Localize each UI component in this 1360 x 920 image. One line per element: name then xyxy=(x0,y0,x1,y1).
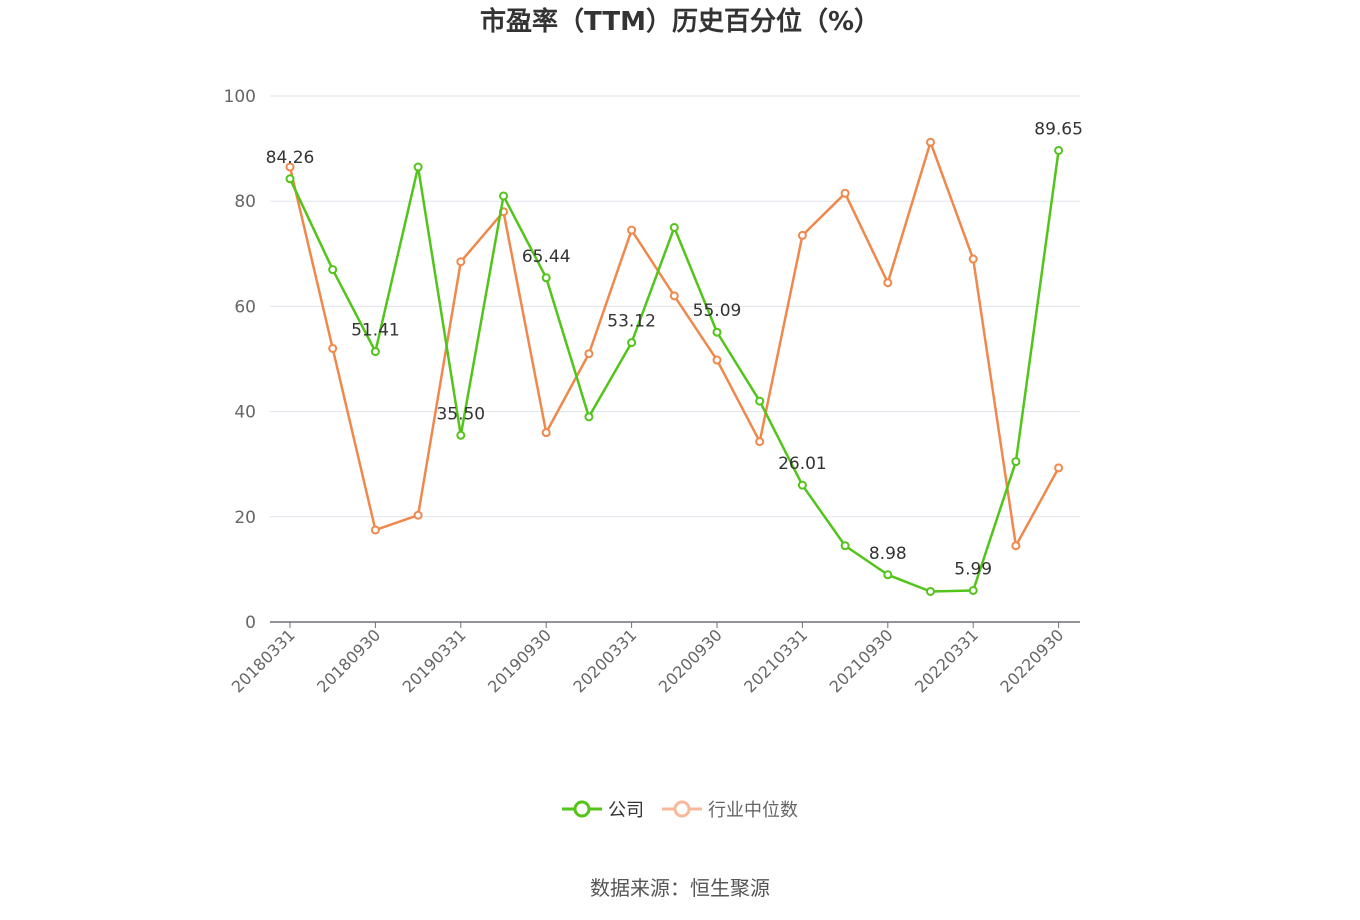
data-label: 53.12 xyxy=(607,312,656,332)
point-industry xyxy=(328,343,338,353)
data-label: 55.09 xyxy=(693,301,742,321)
series-line-company xyxy=(288,150,1060,593)
point-company xyxy=(755,396,765,406)
x-tick-label: 20210930 xyxy=(826,625,897,696)
point-industry xyxy=(883,278,893,288)
point-company xyxy=(669,223,679,232)
point-company xyxy=(584,412,594,422)
point-company xyxy=(1054,145,1064,155)
legend-item-company[interactable]: 公司 xyxy=(562,796,644,822)
y-tick-label: 100 xyxy=(224,87,256,107)
legend-company-swatch-icon xyxy=(562,800,602,818)
point-industry xyxy=(413,510,423,520)
point-company xyxy=(840,541,850,551)
data-label: 26.01 xyxy=(778,454,827,474)
data-label: 65.44 xyxy=(522,247,571,267)
point-company xyxy=(285,174,295,184)
x-tick-label: 20180331 xyxy=(228,625,299,696)
point-industry xyxy=(627,225,637,235)
point-company xyxy=(370,347,380,357)
series-line-industry xyxy=(288,141,1060,547)
y-tick-label: 60 xyxy=(234,297,256,317)
x-tick-label: 20200331 xyxy=(569,625,640,696)
point-industry xyxy=(370,525,380,535)
point-industry xyxy=(541,428,551,438)
line-chart: 0 20 40 60 80 100 20180331 20180930 20190331 2019… xyxy=(224,87,1083,696)
chart-title: 市盈率（TTM）历史百分位（%） xyxy=(480,7,880,37)
x-tick-label: 20210331 xyxy=(740,625,811,696)
x-tick-label: 20220930 xyxy=(996,625,1067,696)
point-company xyxy=(883,570,893,580)
data-label: 8.98 xyxy=(869,544,907,564)
x-tick-label: 20220331 xyxy=(911,625,982,696)
x-tick-label: 20190331 xyxy=(399,625,470,696)
legend-company-label: 公司 xyxy=(608,800,644,821)
data-label: 89.65 xyxy=(1034,119,1083,139)
point-company xyxy=(926,586,935,596)
point-industry xyxy=(285,162,295,172)
point-industry xyxy=(926,137,935,147)
y-tick-label: 40 xyxy=(234,403,256,423)
x-tick-label: 20180930 xyxy=(313,625,384,696)
point-company xyxy=(797,480,807,490)
point-company xyxy=(712,327,722,337)
point-industry xyxy=(456,257,466,267)
point-company xyxy=(413,162,423,172)
point-company xyxy=(541,273,551,283)
point-industry xyxy=(840,188,850,198)
point-industry xyxy=(968,254,978,264)
point-company xyxy=(456,430,466,440)
point-industry xyxy=(1011,541,1021,551)
legend-industry-label: 行业中位数 xyxy=(708,800,798,821)
point-industry xyxy=(797,230,807,240)
point-industry xyxy=(755,437,765,447)
x-tick-label: 20200930 xyxy=(655,625,726,696)
point-industry xyxy=(584,349,594,359)
point-company xyxy=(1011,457,1021,467)
x-tick-label: 20190930 xyxy=(484,625,555,696)
point-company xyxy=(328,265,338,275)
point-company xyxy=(968,585,978,595)
y-tick-label: 0 xyxy=(245,613,256,633)
data-label: 35.50 xyxy=(436,404,485,424)
legend-item-industry[interactable]: 行业中位数 xyxy=(662,796,798,822)
point-industry xyxy=(712,355,722,365)
data-label: 51.41 xyxy=(351,321,400,341)
data-label: 84.26 xyxy=(266,148,315,168)
source-note: 数据来源：恒生聚源 xyxy=(590,876,770,900)
y-tick-label: 20 xyxy=(234,508,256,528)
point-industry xyxy=(669,291,679,301)
legend-industry-swatch-icon xyxy=(662,800,702,818)
point-company xyxy=(499,191,508,201)
point-company xyxy=(627,338,637,348)
data-label: 5.99 xyxy=(954,559,992,579)
y-tick-label: 80 xyxy=(234,192,256,212)
legend: 公司 行业中位数 xyxy=(0,796,1360,822)
point-industry xyxy=(1054,463,1064,473)
